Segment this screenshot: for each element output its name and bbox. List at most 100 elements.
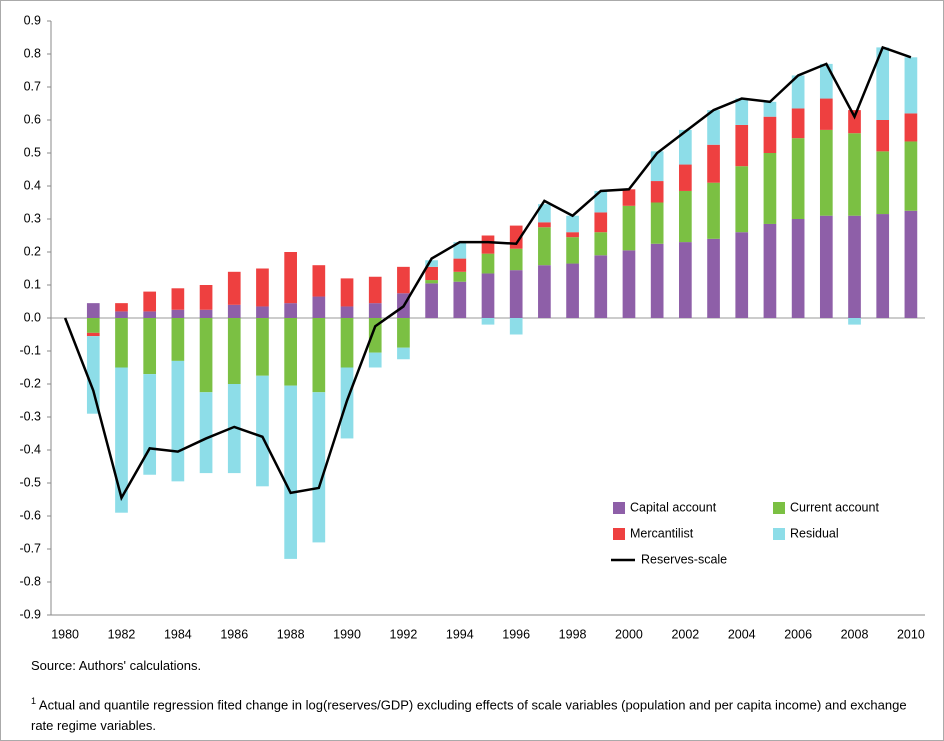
y-tick-label: 0.6 [24, 112, 41, 126]
bar-segment [876, 151, 890, 215]
bar-segment [622, 205, 636, 251]
x-tick-label: 2008 [841, 627, 869, 641]
bar-segment [650, 151, 664, 182]
bar-segment [538, 265, 551, 318]
bar-segment [143, 318, 157, 375]
bar-segment [143, 374, 157, 475]
bar-segment [453, 271, 467, 282]
bar-segment [171, 360, 185, 482]
bar-segment [453, 281, 467, 318]
bar-segment [735, 166, 749, 233]
bar-segment [622, 189, 636, 206]
bar-segment [481, 273, 495, 318]
bar-segment [397, 266, 410, 294]
bar-segment [904, 57, 918, 114]
legend-label: Residual [790, 526, 839, 540]
bar-segment [763, 101, 777, 117]
bar-segment [115, 303, 128, 312]
bar-segment [791, 75, 805, 109]
bar-segment [679, 129, 692, 165]
bar-segment [340, 278, 354, 307]
bar-segment [86, 332, 100, 337]
x-tick-label: 1986 [220, 627, 248, 641]
bar-segment [227, 384, 241, 474]
y-tick-label: 0.9 [24, 13, 41, 27]
bar-segment [340, 318, 354, 368]
bar-segment [284, 303, 297, 318]
bar-segment [679, 164, 692, 191]
y-tick-label: -0.3 [19, 409, 41, 423]
x-tick-label: 1988 [277, 627, 305, 641]
y-tick-label: 0.3 [24, 211, 41, 225]
y-tick-label: 0.8 [24, 46, 41, 60]
legend-swatch [773, 528, 785, 540]
bar-segment [594, 212, 608, 233]
x-tick-label: 2000 [615, 627, 643, 641]
x-tick-label: 1994 [446, 627, 474, 641]
bar-segment [425, 266, 438, 281]
bar-segment [227, 304, 241, 318]
bar-segment [848, 110, 861, 134]
note-text: Actual and quantile regression fited cha… [31, 697, 907, 734]
x-tick-label: 1992 [390, 627, 418, 641]
bar-segment [312, 392, 326, 543]
bar-segment [707, 144, 720, 183]
bar-segment [425, 260, 438, 267]
bar-segment [86, 336, 100, 414]
bar-segment [735, 232, 749, 318]
bar-segment [143, 311, 157, 318]
bar-segment [876, 47, 890, 120]
bar-segment [115, 318, 128, 368]
bar-segment [397, 318, 410, 348]
bar-segment [763, 223, 777, 318]
bar-segment [284, 318, 297, 386]
bar-segment [650, 202, 664, 244]
legend-label: Current account [790, 500, 879, 514]
bar-segment [143, 291, 157, 312]
bar-segment [453, 242, 467, 259]
bar-segment [904, 141, 918, 211]
legend-swatch [613, 528, 625, 540]
bar-segment [481, 253, 495, 274]
bar-segment [284, 385, 297, 559]
bar-segment [256, 306, 269, 318]
bar-segment [594, 232, 608, 256]
legend-label: Reserves-scale [641, 552, 727, 566]
y-tick-label: 0.0 [24, 310, 41, 324]
bar-segment [397, 347, 410, 360]
x-tick-label: 2010 [897, 627, 925, 641]
bar-segment [171, 288, 185, 310]
y-tick-label: 0.4 [24, 178, 41, 192]
bar-segment [622, 250, 636, 318]
bar-segment [735, 124, 749, 167]
y-tick-label: -0.7 [19, 541, 41, 555]
bar-segment [848, 215, 861, 318]
y-tick-label: -0.5 [19, 475, 41, 489]
bar-segment [86, 303, 100, 318]
y-tick-label: -0.6 [19, 508, 41, 522]
legend-swatch [773, 502, 785, 514]
bar-segment [340, 306, 354, 318]
y-tick-label: 0.2 [24, 244, 41, 258]
bar-segment [171, 309, 185, 318]
note: 1 Actual and quantile regression fited c… [31, 691, 921, 736]
bar-segment [819, 215, 833, 318]
x-tick-label: 1980 [51, 627, 79, 641]
bar-segment [650, 181, 664, 203]
bar-segment [256, 318, 269, 376]
x-tick-label: 2002 [671, 627, 699, 641]
bar-segment [86, 318, 100, 333]
bar-segment [368, 276, 382, 304]
bar-segment [848, 133, 861, 216]
bar-segment [425, 283, 438, 318]
bar-segment [876, 120, 890, 152]
bar-segment [509, 248, 523, 271]
y-tick-label: -0.2 [19, 376, 41, 390]
bar-segment [199, 392, 213, 474]
y-tick-label: -0.8 [19, 574, 41, 588]
x-tick-label: 1998 [559, 627, 587, 641]
bar-segment [199, 309, 213, 318]
bar-segment [453, 258, 467, 272]
bar-segment [791, 108, 805, 139]
